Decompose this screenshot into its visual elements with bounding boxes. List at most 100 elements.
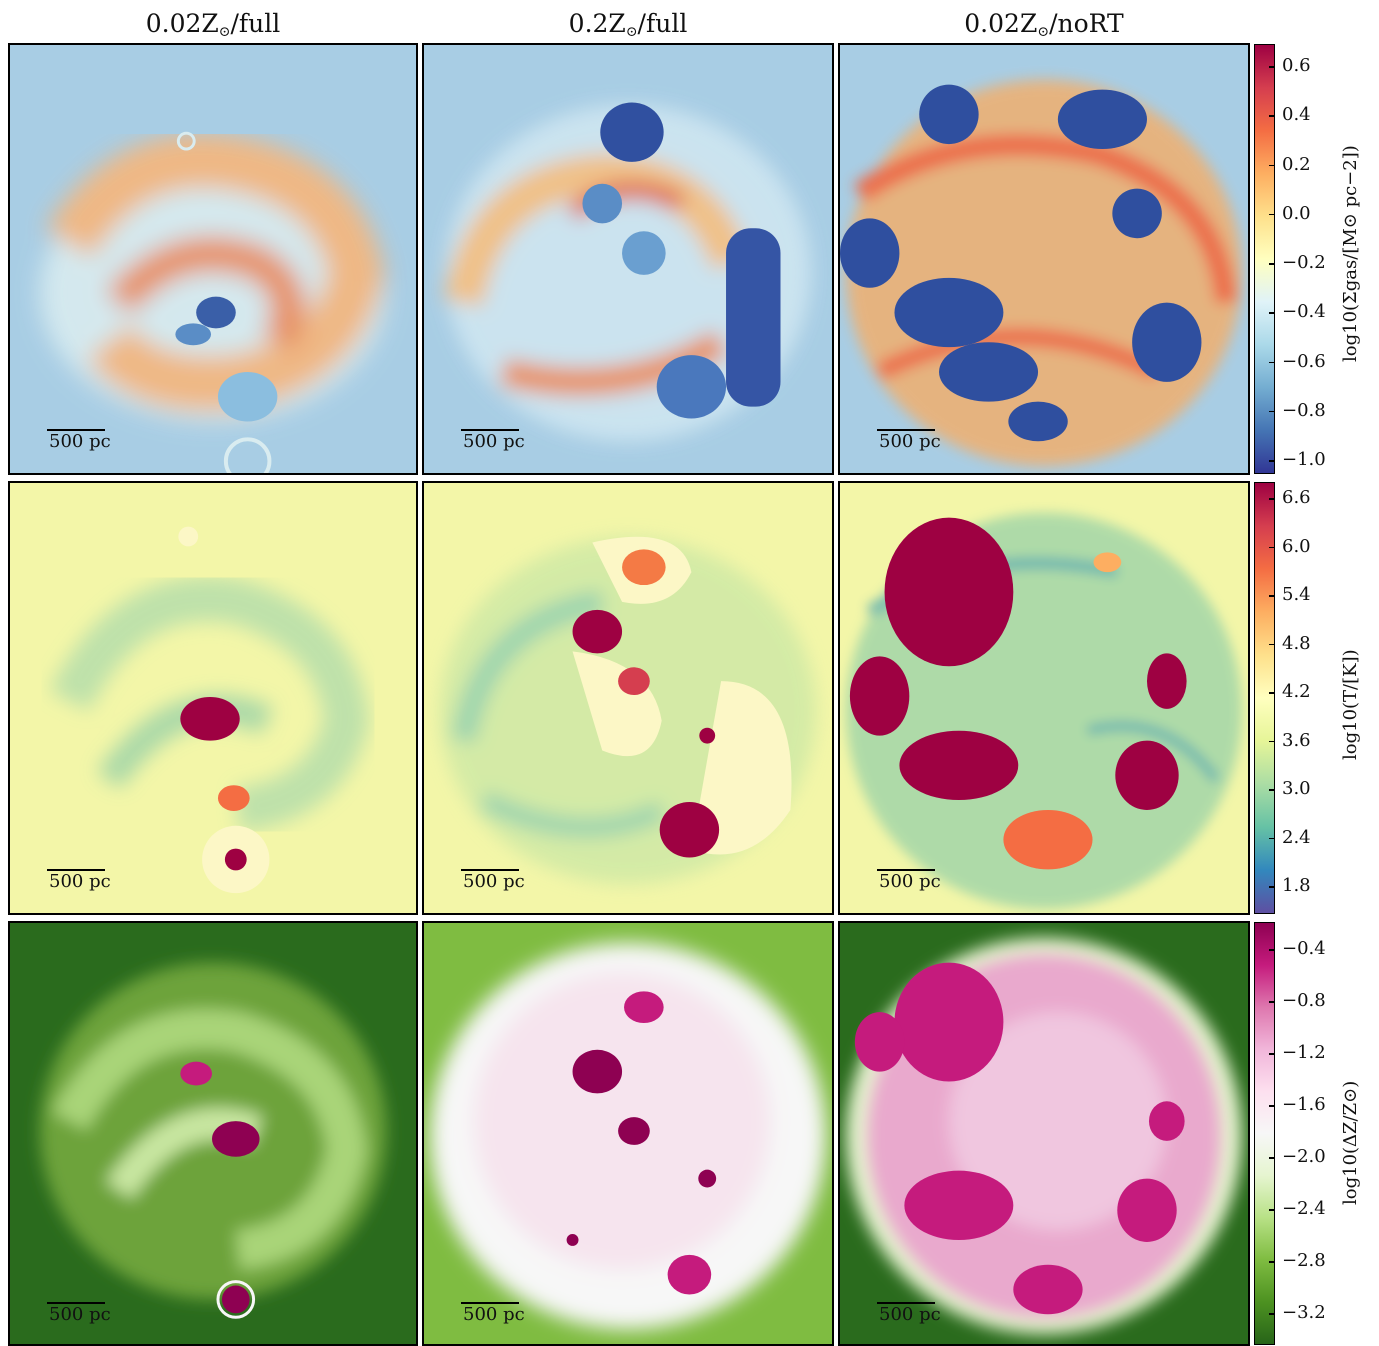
- colorbar-tick-label: −2.0: [1282, 1146, 1326, 1167]
- panel-density-col2: 500 pc: [422, 43, 834, 475]
- density-map-col2: [424, 45, 832, 473]
- colorbar-tick-label: −1.0: [1282, 449, 1326, 470]
- metallicity-map-col3: [840, 923, 1248, 1344]
- colorbar-tick: [1269, 643, 1275, 645]
- colorbar-metallicity: [1254, 922, 1275, 1345]
- colorbar-tick: [1269, 1313, 1275, 1315]
- temperature-map-col1: [10, 483, 416, 913]
- colorbar-temperature-label: log10(T/[K]): [1340, 649, 1361, 760]
- panel-metallicity-col2: 500 pc: [422, 921, 834, 1346]
- colorbar-temperature: [1254, 482, 1275, 914]
- colorbar-tick: [1269, 692, 1275, 694]
- colorbar-tick-label: −0.4: [1282, 938, 1326, 959]
- colorbar-tick: [1269, 498, 1275, 500]
- colorbar-tick-label: −0.8: [1282, 399, 1326, 421]
- colorbar-tick: [1269, 361, 1275, 363]
- metallicity-map-col1: [10, 923, 416, 1344]
- colorbar-tick: [1269, 1053, 1275, 1055]
- column-title-2: 0.2Z⊙/full: [422, 6, 834, 42]
- colorbar-tick: [1269, 410, 1275, 413]
- colorbar-tick: [1269, 1261, 1275, 1263]
- colorbar-tick: [1269, 595, 1275, 597]
- colorbar-tick-label: −3.2: [1282, 1302, 1326, 1323]
- colorbar-tick-label: −0.2: [1282, 252, 1326, 273]
- scale-bar-label: 500 pc: [463, 1304, 525, 1325]
- colorbar-tick-label: 5.4: [1282, 584, 1311, 605]
- colorbar-tick: [1269, 546, 1275, 548]
- scale-bar-label: 500 pc: [879, 871, 941, 892]
- colorbar-tick-label: 6.0: [1282, 535, 1311, 557]
- column-title-3-prefix: 0.02Z: [964, 9, 1038, 38]
- scale-bar-line: [877, 429, 935, 431]
- colorbar-tick-label: 0.6: [1282, 55, 1311, 76]
- colorbar-tick-label: −1.2: [1282, 1042, 1326, 1063]
- colorbar-tick-label: −2.4: [1282, 1198, 1326, 1219]
- column-title-3: 0.02Z⊙/noRT: [838, 6, 1250, 42]
- column-title-2-suffix: /full: [637, 9, 688, 38]
- scale-bar-line: [47, 869, 105, 871]
- column-title-1: 0.02Z⊙/full: [8, 6, 418, 42]
- metallicity-map-col2: [424, 923, 832, 1344]
- scale-bar-line: [461, 869, 519, 871]
- colorbar-tick-label: −2.8: [1282, 1250, 1326, 1271]
- panel-temperature-col2: 500 pc: [422, 481, 834, 915]
- colorbar-tick-label: 0.0: [1282, 202, 1311, 224]
- colorbar-tick-label: 6.6: [1282, 487, 1311, 508]
- colorbar-tick-label: 1.8: [1282, 875, 1311, 896]
- colorbar-tick: [1269, 263, 1275, 265]
- colorbar-density: [1254, 44, 1275, 474]
- sun-symbol: ⊙: [1037, 24, 1050, 40]
- colorbar-metallicity-label: log10(ΔZ/Z⊙): [1340, 1080, 1361, 1205]
- scale-bar-label: 500 pc: [49, 431, 111, 452]
- colorbar-tick: [1269, 740, 1275, 742]
- column-title-2-prefix: 0.2Z: [568, 9, 626, 38]
- colorbar-tick: [1269, 1157, 1275, 1159]
- colorbar-tick-label: −1.6: [1282, 1094, 1326, 1115]
- colorbar-tick: [1269, 1001, 1275, 1003]
- colorbar-tick-label: 0.2: [1282, 153, 1311, 175]
- colorbar-tick: [1269, 886, 1275, 888]
- scale-bar-label: 500 pc: [49, 1304, 111, 1325]
- scale-bar-label: 500 pc: [463, 431, 525, 452]
- scale-bar-label: 500 pc: [879, 431, 941, 452]
- panel-temperature-col1: 500 pc: [8, 481, 418, 915]
- scale-bar-line: [47, 1302, 105, 1304]
- colorbar-tick: [1269, 789, 1275, 791]
- scale-bar-line: [47, 429, 105, 431]
- scale-bar-label: 500 pc: [49, 871, 111, 892]
- panel-temperature-col3: 500 pc: [838, 481, 1250, 915]
- colorbar-tick-label: 3.6: [1282, 729, 1311, 751]
- colorbar-tick: [1269, 460, 1275, 462]
- colorbar-tick: [1269, 312, 1275, 314]
- colorbar-density-label: log10(Σgas/[M⊙ pc−2]): [1340, 145, 1361, 362]
- colorbar-tick: [1269, 164, 1275, 166]
- colorbar-tick-label: 4.8: [1282, 632, 1311, 654]
- colorbar-tick-label: 4.2: [1282, 681, 1311, 702]
- colorbar-tick: [1269, 213, 1275, 216]
- colorbar-tick-label: −0.8: [1282, 990, 1326, 1011]
- colorbar-tick: [1269, 949, 1275, 951]
- colorbar-tick-label: 3.0: [1282, 778, 1311, 799]
- scale-bar-line: [461, 1302, 519, 1304]
- temperature-map-col3: [840, 483, 1248, 913]
- colorbar-tick: [1269, 1105, 1275, 1107]
- colorbar-tick: [1269, 115, 1275, 117]
- colorbar-tick-label: −0.6: [1282, 350, 1326, 372]
- panel-density-col1: 500 pc: [8, 43, 418, 475]
- colorbar-tick: [1269, 1209, 1275, 1211]
- colorbar-tick-label: 0.4: [1282, 104, 1311, 126]
- colorbar-tick-label: −0.4: [1282, 301, 1326, 323]
- colorbar-tick: [1269, 66, 1275, 68]
- column-title-1-suffix: /full: [230, 9, 281, 38]
- panel-density-col3: 500 pc: [838, 43, 1250, 475]
- density-map-col3: [840, 45, 1248, 473]
- colorbar-tick-label: 2.4: [1282, 826, 1311, 848]
- temperature-map-col2: [424, 483, 832, 913]
- scale-bar-line: [877, 1302, 935, 1304]
- scale-bar-label: 500 pc: [463, 871, 525, 892]
- column-title-1-prefix: 0.02Z: [145, 9, 219, 38]
- panel-metallicity-col3: 500 pc: [838, 921, 1250, 1346]
- column-title-3-suffix: /noRT: [1049, 9, 1124, 38]
- density-map-col1: [10, 45, 416, 473]
- scale-bar-line: [461, 429, 519, 431]
